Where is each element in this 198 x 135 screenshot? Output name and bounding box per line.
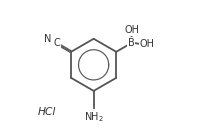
Text: C: C: [53, 38, 60, 48]
Text: HCl: HCl: [38, 107, 56, 117]
Text: NH$_2$: NH$_2$: [84, 111, 104, 124]
Text: OH: OH: [140, 39, 155, 49]
Text: OH: OH: [124, 25, 139, 35]
Text: N: N: [45, 34, 52, 44]
Text: B: B: [128, 38, 135, 48]
